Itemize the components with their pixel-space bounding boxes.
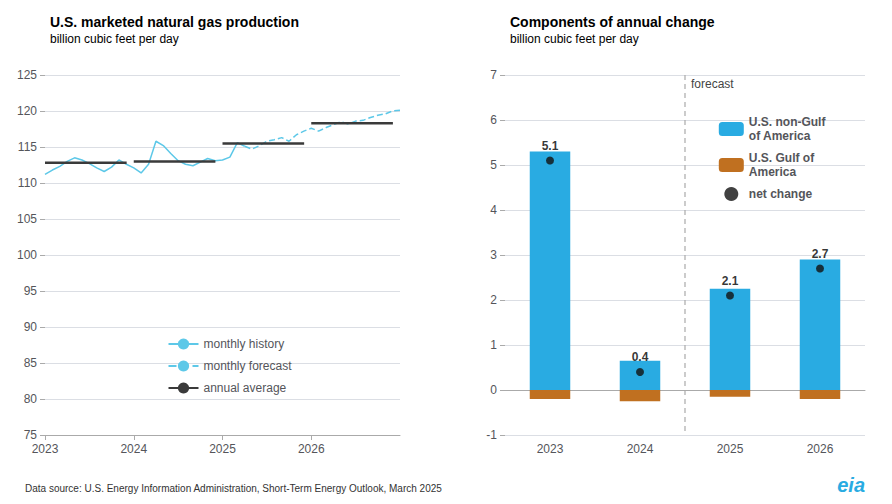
svg-text:2.1: 2.1 xyxy=(722,274,739,288)
svg-text:-1: -1 xyxy=(486,428,497,442)
svg-text:annual average: annual average xyxy=(204,381,287,395)
svg-text:2: 2 xyxy=(490,293,497,307)
svg-text:7: 7 xyxy=(490,68,497,82)
svg-text:100: 100 xyxy=(17,248,37,262)
svg-text:America: America xyxy=(749,165,797,179)
svg-text:2023: 2023 xyxy=(32,442,59,456)
svg-text:3: 3 xyxy=(490,248,497,262)
svg-text:2025: 2025 xyxy=(209,442,236,456)
svg-text:billion cubic feet per day: billion cubic feet per day xyxy=(510,32,639,46)
svg-text:5.1: 5.1 xyxy=(542,139,559,153)
svg-text:125: 125 xyxy=(17,68,37,82)
svg-text:billion cubic feet per day: billion cubic feet per day xyxy=(50,32,179,46)
svg-text:2.7: 2.7 xyxy=(812,247,829,261)
svg-text:U.S. Gulf of: U.S. Gulf of xyxy=(749,151,815,165)
svg-text:115: 115 xyxy=(18,140,37,154)
svg-text:2026: 2026 xyxy=(298,442,325,456)
svg-text:Data source: U.S. Energy Infor: Data source: U.S. Energy Information Adm… xyxy=(25,483,442,494)
svg-text:2023: 2023 xyxy=(537,442,564,456)
svg-text:4: 4 xyxy=(490,203,497,217)
svg-text:monthly history: monthly history xyxy=(204,337,285,351)
svg-text:5: 5 xyxy=(490,158,497,172)
svg-text:U.S. marketed natural gas prod: U.S. marketed natural gas production xyxy=(50,14,299,30)
svg-text:2026: 2026 xyxy=(807,442,834,456)
svg-text:0.4: 0.4 xyxy=(632,350,649,364)
svg-text:U.S. non-Gulf: U.S. non-Gulf xyxy=(749,115,827,129)
svg-text:95: 95 xyxy=(24,284,38,298)
svg-text:2025: 2025 xyxy=(717,442,744,456)
svg-text:0: 0 xyxy=(490,383,497,397)
svg-text:80: 80 xyxy=(24,392,38,406)
svg-text:2024: 2024 xyxy=(627,442,654,456)
svg-text:forecast: forecast xyxy=(691,77,734,91)
svg-text:Components of annual change: Components of annual change xyxy=(510,14,715,30)
svg-text:85: 85 xyxy=(24,356,38,370)
svg-text:monthly forecast: monthly forecast xyxy=(204,359,293,373)
svg-text:1: 1 xyxy=(490,338,497,352)
svg-text:110: 110 xyxy=(18,176,37,190)
svg-text:2024: 2024 xyxy=(120,442,147,456)
svg-text:105: 105 xyxy=(17,212,37,226)
svg-text:eia: eia xyxy=(837,474,865,496)
svg-text:90: 90 xyxy=(24,320,38,334)
svg-text:120: 120 xyxy=(17,104,37,118)
svg-text:75: 75 xyxy=(24,428,38,442)
svg-text:of America: of America xyxy=(749,129,811,143)
svg-text:net change: net change xyxy=(749,187,813,201)
svg-text:6: 6 xyxy=(490,113,497,127)
